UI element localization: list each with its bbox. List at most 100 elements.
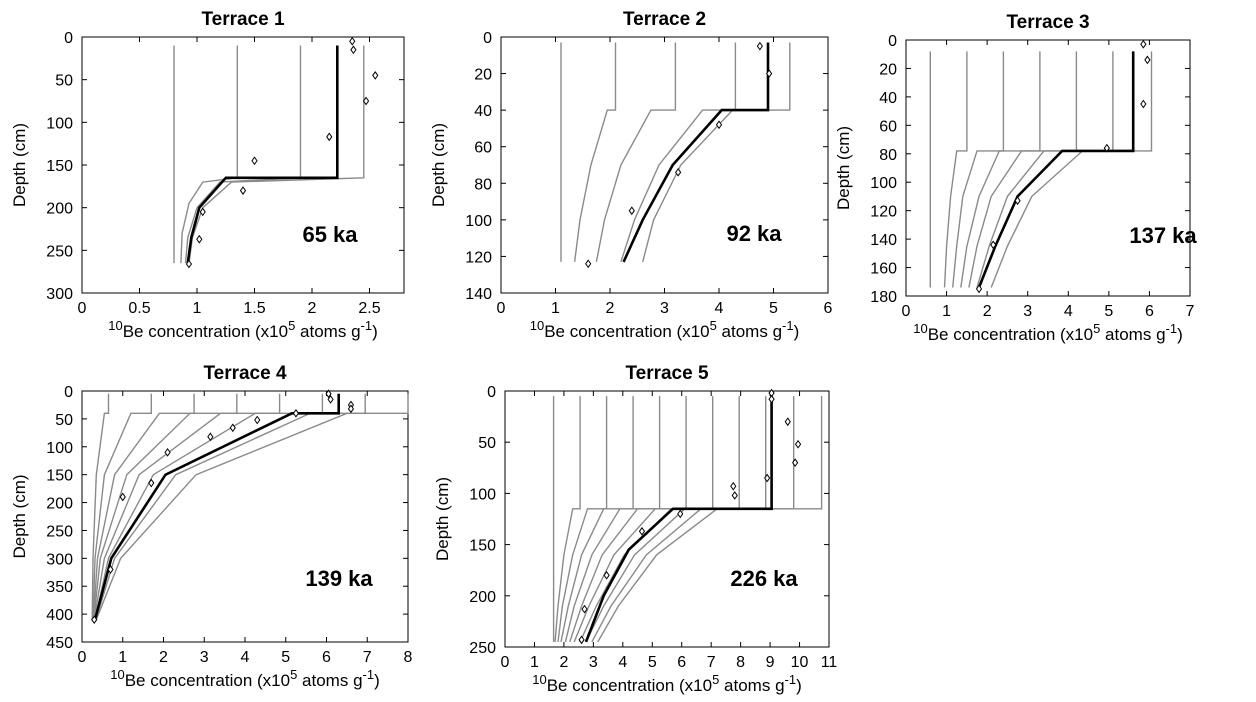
best-fit-curve	[584, 396, 773, 643]
model-curve	[642, 42, 791, 263]
y-axis-label: Depth (cm)	[834, 126, 853, 210]
age-label: 139 ka	[305, 566, 373, 591]
sample-point	[792, 458, 799, 468]
sample-point	[675, 167, 682, 177]
x-tick-label: 3	[1023, 303, 1032, 320]
model-curve	[184, 45, 302, 264]
model-curve	[595, 42, 677, 263]
sample-point	[239, 186, 247, 195]
y-tick-label: 0	[483, 30, 492, 47]
sample-point	[585, 259, 592, 269]
best-fit-curve	[186, 45, 339, 264]
x-tick-label: 2	[983, 303, 992, 320]
y-tick-label: 0	[64, 384, 73, 401]
terrace-panel-1: Terrace 1 0 0.5 1 1.5 2 2.5 0 50 100 150 200 250 300 D…	[10, 9, 405, 341]
sample-point	[794, 439, 802, 449]
model-curve	[960, 51, 1041, 288]
y-tick-label: 150	[46, 468, 73, 485]
age-label: 137 ka	[1129, 223, 1197, 248]
y-tick-label: 40	[879, 90, 897, 107]
y-tick-label: 300	[46, 551, 73, 568]
sample-point	[1140, 39, 1147, 49]
chart-title: Terrace 4	[203, 363, 287, 384]
sample-point	[251, 156, 258, 166]
plot-frame	[81, 36, 405, 294]
x-tick-label: 7	[707, 654, 716, 671]
terrace-panel-2: Terrace 20 1 2 3 4 5 6020406080100120140Depth …	[429, 9, 833, 341]
y-tick-label: 20	[879, 61, 897, 78]
sample-point	[1103, 143, 1110, 153]
y-axis-label: Depth (cm)	[433, 477, 452, 561]
x-tick-label: 6	[1145, 303, 1154, 320]
y-tick-label: 50	[478, 435, 496, 452]
model-curve	[569, 396, 687, 643]
x-tick-label: 1	[530, 654, 539, 671]
model-curve	[620, 42, 737, 263]
y-tick-label: 80	[879, 147, 897, 164]
sample-point	[677, 509, 684, 519]
x-tick-label: 1	[193, 300, 202, 317]
model-curve	[94, 393, 324, 620]
sample-point	[199, 207, 206, 217]
y-tick-label: 150	[469, 538, 496, 555]
sample-point	[578, 635, 585, 645]
sample-point	[715, 120, 723, 130]
x-tick-label: 0	[497, 300, 506, 317]
x-axis-label: 10Be concentration (x105 atoms g-1)	[532, 672, 802, 695]
y-tick-label: 100	[46, 440, 73, 457]
age-label: 65 ka	[302, 222, 358, 247]
x-tick-label: 0	[902, 303, 911, 320]
sample-point	[1144, 55, 1151, 65]
sample-point	[731, 491, 738, 500]
x-axis-label: 10Be concentration (x105 atoms g-1)	[530, 318, 800, 341]
y-axis-label: Depth (cm)	[429, 123, 448, 207]
x-tick-label: 5	[648, 654, 657, 671]
y-tick-label: 100	[46, 115, 73, 132]
x-tick-label: 10	[791, 654, 809, 671]
x-tick-label: 6	[824, 300, 833, 317]
x-tick-label: 2	[308, 300, 317, 317]
x-tick-label: 3	[200, 649, 209, 666]
sample-point	[372, 71, 379, 80]
sample-point	[638, 526, 646, 536]
sample-point	[107, 565, 114, 574]
sample-point	[148, 478, 155, 488]
y-tick-label: 0	[64, 30, 73, 47]
y-tick-label: 250	[46, 523, 73, 540]
x-tick-label: 2	[606, 300, 615, 317]
best-fit-curve	[93, 393, 340, 621]
x-tick-label: 0	[78, 649, 87, 666]
y-tick-label: 300	[46, 286, 73, 303]
y-tick-label: 40	[474, 103, 492, 120]
sample-point	[766, 69, 773, 78]
chart-title: Terrace 2	[623, 9, 706, 30]
y-tick-label: 20	[474, 67, 492, 84]
chart-title: Terrace 5	[625, 363, 709, 384]
x-tick-label: 0	[501, 654, 510, 671]
x-tick-label: 8	[736, 654, 745, 671]
best-fit-curve	[622, 42, 770, 263]
age-label: 226 ka	[730, 566, 798, 591]
x-tick-label: 8	[404, 649, 413, 666]
sample-point	[628, 206, 635, 216]
x-tick-label: 3	[660, 300, 669, 317]
sample-point	[196, 234, 203, 244]
sample-point	[603, 570, 610, 580]
y-tick-label: 400	[46, 607, 73, 624]
x-tick-label: 4	[715, 300, 724, 317]
y-tick-label: 0	[487, 384, 496, 401]
model-curve	[560, 396, 634, 643]
model-curve	[557, 396, 608, 642]
model-curve	[968, 51, 1078, 288]
x-tick-label: 11	[821, 654, 838, 671]
sample-point	[764, 473, 771, 483]
y-tick-label: 200	[46, 201, 73, 218]
x-axis-label: 10Be concentration (x105 atoms g-1)	[913, 321, 1183, 344]
model-curve	[952, 51, 1005, 288]
y-tick-label: 350	[46, 579, 73, 596]
x-tick-label: 3	[589, 654, 598, 671]
model-curve	[591, 396, 795, 643]
y-tick-label: 50	[55, 73, 73, 90]
y-tick-label: 250	[469, 640, 496, 657]
x-tick-label: 2	[159, 649, 168, 666]
